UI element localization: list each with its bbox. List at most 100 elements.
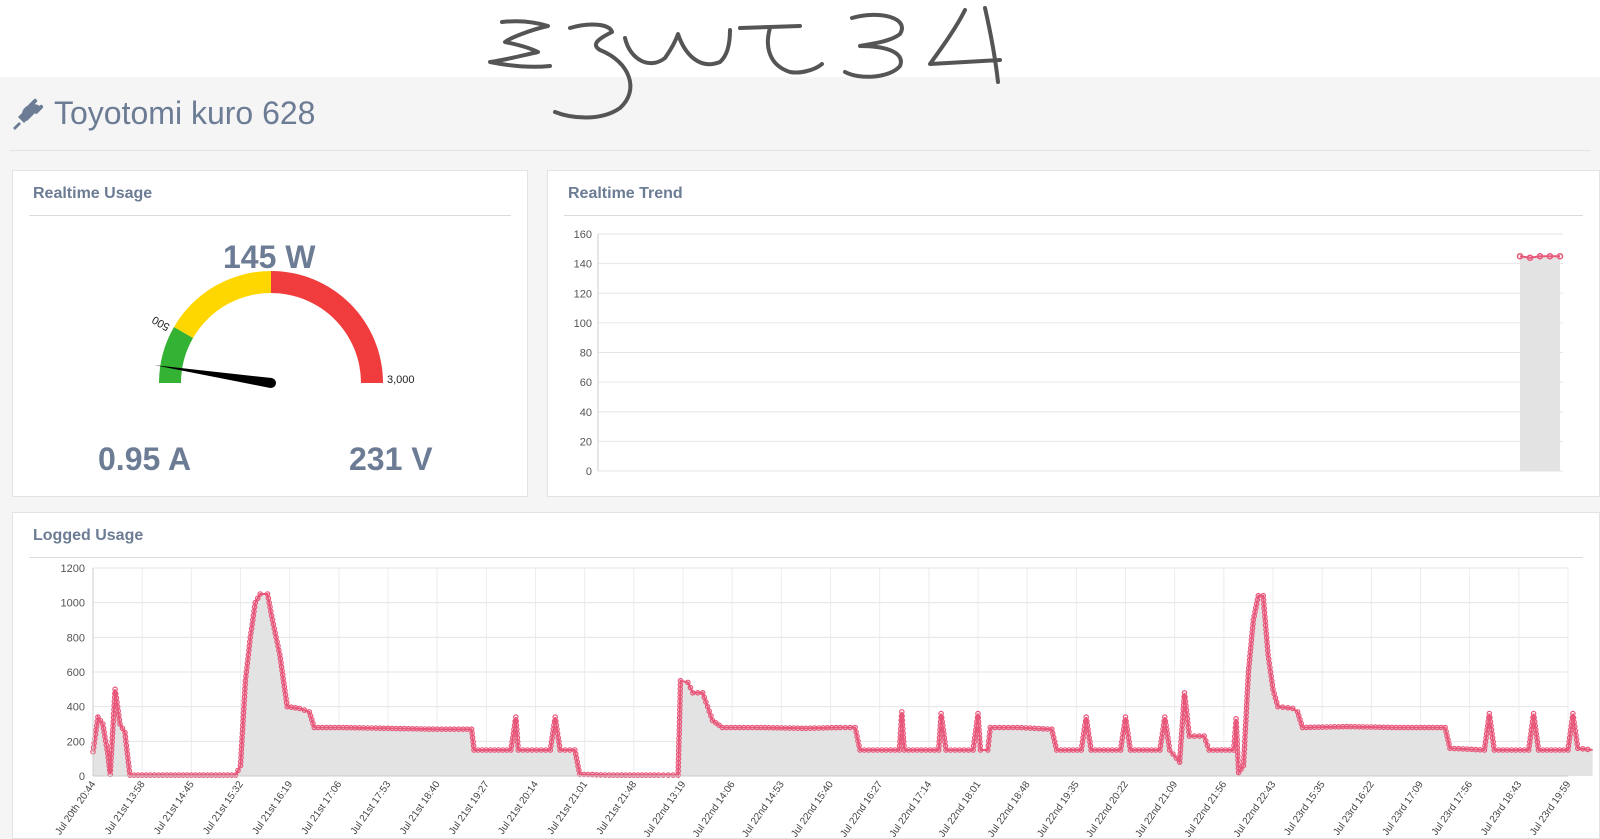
panel-divider [29,557,1583,558]
y-tick-label: 800 [67,632,85,644]
logged-point [1166,747,1173,753]
x-tick-label: Jul 23rd 15:35 [1282,779,1328,838]
logged-point [704,703,711,710]
logged-point [257,591,264,597]
x-tick-label: Jul 21st 17:53 [349,779,394,837]
plug-icon [13,98,44,130]
x-tick-label: Jul 21st 21:01 [545,779,590,837]
logged-usage-title: Logged Usage [33,527,144,544]
x-tick-label: Jul 22nd 13:19 [642,779,689,838]
logged-point [1575,745,1581,752]
x-tick-label: Jul 23rd 18:43 [1479,779,1525,838]
logged-point [703,699,709,705]
realtime-usage-title: Realtime Usage [33,185,153,202]
y-tick-label: 600 [67,667,85,679]
x-tick-label: Jul 23rd 19:59 [1528,779,1574,838]
x-tick-label: Jul 22nd 18:48 [986,779,1033,838]
x-tick-label: Jul 22nd 14:06 [691,779,738,838]
logged-point [301,707,308,713]
x-tick-label: Jul 22nd 18:01 [937,779,984,838]
trend-area [1520,256,1560,471]
x-tick-label: Jul 22nd 17:14 [888,779,935,838]
logged-point [117,721,123,727]
x-tick-label: Jul 21st 16:19 [250,779,295,837]
gauge-tick-label: 500 [150,313,172,333]
header-divider [10,150,1590,151]
x-tick-label: Jul 23rd 17:56 [1430,779,1476,838]
logged-point [235,767,241,774]
logged-point [232,772,239,778]
voltage-readout: 231 V [349,441,433,477]
logged-point [1170,751,1176,757]
power-readout: 145 W [223,239,316,275]
logged-point [1280,704,1286,711]
y-tick-label: 120 [574,288,592,300]
logged-point [1173,755,1180,761]
trend-point [1526,254,1534,261]
logged-point [1289,705,1296,712]
logged-point [254,595,261,602]
trend-line [1519,255,1560,259]
logged-point [977,747,984,753]
x-tick-label: Jul 22nd 20:22 [1084,779,1131,838]
y-tick-label: 1200 [61,563,85,575]
logged-point [687,684,694,691]
current-readout: 0.95 A [98,441,192,477]
panel-divider [29,215,511,216]
gauge-band-1 [174,271,271,338]
x-tick-label: Jul 23rd 16:22 [1331,779,1377,838]
x-tick-label: Jul 21st 21:48 [595,779,640,837]
realtime-trend-chart: 0 20 40 60 80 100 120 140 160 [574,229,1564,478]
logged-point [296,705,303,712]
logged-point [677,677,684,684]
panel-divider [564,215,1583,216]
logged-point [1203,738,1209,744]
x-tick-label: Jul 22nd 15:40 [789,779,836,838]
logged-point [252,599,259,606]
y-tick-label: 60 [580,377,592,389]
y-tick-label: 160 [574,229,592,241]
y-tick-label: 80 [580,348,592,360]
x-tick-label: Jul 23rd 17:09 [1381,779,1427,838]
x-tick-label: Jul 21st 14:45 [152,779,197,837]
y-tick-label: 400 [67,702,85,714]
logged-area [93,594,1593,776]
gauge-needle-hub [266,378,276,388]
x-tick-label: Jul 22nd 22:43 [1232,779,1279,838]
gauge-band-0 [159,327,194,383]
logged-point [685,679,691,686]
gauge-tick-label: 3,000 [387,374,415,386]
logged-point [701,694,708,701]
x-tick-label: Jul 22nd 14:53 [740,779,787,838]
logged-point [708,713,714,719]
realtime-trend-title: Realtime Trend [568,185,683,202]
page-header: Toyotomi kuro 628 [10,88,315,138]
x-tick-label: Jul 22nd 16:27 [838,779,885,838]
x-tick-label: Jul 21st 15:32 [201,779,246,837]
y-tick-label: 200 [67,736,85,748]
logged-point [706,708,713,715]
x-tick-label: Jul 21st 17:06 [300,779,345,837]
logged-point [699,690,706,696]
logged-point [1204,742,1211,749]
trend-point [1536,252,1544,260]
realtime-trend-panel: Realtime Trend 0 20 40 60 80 100 120 140 160 [547,170,1600,497]
gauge-needle [154,365,272,388]
y-tick-label: 100 [574,318,592,330]
y-tick-label: 20 [580,436,592,448]
y-tick-label: 40 [580,407,592,419]
logged-usage-panel: Logged Usage 0 200 400 600 800 1000 1200 Jul 20… [12,512,1600,839]
y-tick-label: 0 [586,466,592,478]
x-tick-label: Jul 22nd 21:56 [1183,779,1230,838]
trend-point [1516,252,1524,260]
y-tick-label: 0 [79,771,85,783]
trend-point [1556,252,1564,260]
y-tick-label: 1000 [61,598,85,610]
logged-point [1201,733,1208,739]
x-tick-label: Jul 21st 13:58 [103,779,148,837]
x-tick-label: Jul 20th 20:44 [53,779,98,837]
x-tick-label: Jul 22nd 21:09 [1133,779,1180,838]
